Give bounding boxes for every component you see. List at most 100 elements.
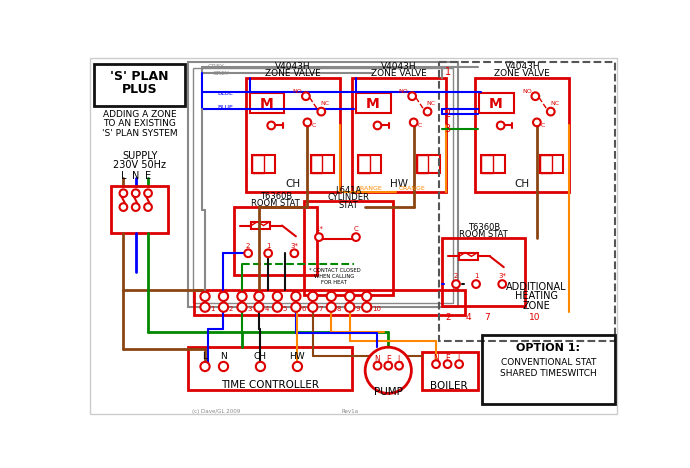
Text: 3*: 3* [290, 242, 298, 249]
Bar [94, 64, 185, 106]
Text: ROOM STAT: ROOM STAT [251, 199, 300, 209]
Text: 230V 50Hz: 230V 50Hz [113, 160, 166, 170]
Text: 1: 1 [474, 273, 478, 279]
Text: CYLINDER: CYLINDER [327, 193, 369, 202]
Text: OPTION 1:: OPTION 1: [516, 343, 580, 353]
Text: N: N [433, 353, 439, 363]
Text: CONVENTIONAL STAT: CONVENTIONAL STAT [501, 358, 596, 367]
Text: C: C [541, 123, 545, 128]
Text: 2: 2 [229, 306, 233, 312]
Circle shape [547, 108, 555, 116]
Text: 7: 7 [318, 306, 323, 312]
Text: 'S' PLAN SYSTEM: 'S' PLAN SYSTEM [101, 129, 177, 138]
Circle shape [268, 122, 275, 129]
Bar [422, 352, 477, 390]
Text: (c) Dave/GL 2009: (c) Dave/GL 2009 [192, 410, 240, 414]
Text: 4: 4 [466, 314, 471, 322]
Text: 1*: 1* [315, 227, 323, 233]
Text: HEATING: HEATING [515, 292, 558, 301]
Bar [252, 155, 275, 173]
Text: HW: HW [290, 352, 305, 361]
Text: 'S' PLAN: 'S' PLAN [110, 70, 169, 83]
Text: * CONTACT CLOSED: * CONTACT CLOSED [308, 268, 360, 273]
Circle shape [219, 292, 228, 301]
Text: ORANGE: ORANGE [399, 186, 426, 191]
Text: 1: 1 [266, 242, 270, 249]
Circle shape [472, 280, 480, 288]
Text: PLUS: PLUS [121, 83, 157, 96]
Bar [482, 155, 493, 173]
Text: 10: 10 [372, 306, 381, 312]
Bar [417, 155, 428, 173]
Text: E: E [386, 355, 391, 364]
Text: BLUE: BLUE [217, 91, 233, 95]
Text: L641A: L641A [335, 186, 362, 195]
Text: GREY: GREY [207, 65, 224, 69]
Circle shape [533, 118, 541, 126]
Circle shape [200, 292, 210, 301]
Text: ZONE VALVE: ZONE VALVE [371, 69, 427, 78]
Bar [188, 62, 457, 307]
Text: ADDITIONAL: ADDITIONAL [506, 282, 566, 292]
Text: 2: 2 [246, 242, 250, 249]
Text: CH: CH [515, 179, 530, 189]
Text: T6360B: T6360B [259, 192, 292, 201]
Circle shape [317, 108, 325, 116]
Text: N: N [132, 170, 139, 181]
Circle shape [219, 362, 228, 371]
Text: TO AN EXISTING: TO AN EXISTING [103, 119, 176, 128]
Text: ZONE VALVE: ZONE VALVE [265, 69, 321, 78]
Text: BLUE: BLUE [217, 105, 233, 110]
Circle shape [290, 249, 298, 257]
Circle shape [256, 362, 265, 371]
Circle shape [432, 360, 440, 368]
Text: WHEN CALLING: WHEN CALLING [314, 274, 355, 279]
Text: ADDING A ZONE: ADDING A ZONE [103, 110, 177, 119]
Text: CH: CH [285, 179, 300, 189]
Text: 3: 3 [444, 124, 451, 134]
Text: 4: 4 [264, 306, 268, 312]
Bar [195, 290, 465, 315]
Bar [310, 155, 333, 173]
Text: 3: 3 [248, 306, 252, 312]
Text: TIME CONTROLLER: TIME CONTROLLER [221, 380, 319, 390]
Circle shape [365, 347, 411, 394]
Circle shape [302, 92, 310, 100]
Circle shape [374, 122, 382, 129]
Text: N: N [375, 355, 380, 364]
Circle shape [362, 292, 371, 301]
Text: 10: 10 [529, 314, 540, 322]
Circle shape [264, 249, 272, 257]
Circle shape [308, 292, 317, 301]
Bar [246, 78, 339, 192]
Bar [352, 78, 446, 192]
Text: C: C [417, 123, 422, 128]
Circle shape [237, 292, 246, 301]
Text: 2: 2 [446, 314, 451, 322]
Bar [417, 155, 440, 173]
Text: 6: 6 [302, 306, 306, 312]
Circle shape [531, 92, 539, 100]
Circle shape [395, 362, 403, 370]
Text: NO: NO [293, 89, 302, 94]
Circle shape [374, 362, 382, 370]
Circle shape [410, 118, 417, 126]
Circle shape [345, 292, 355, 301]
Circle shape [200, 302, 210, 312]
Circle shape [452, 280, 460, 288]
Text: L: L [203, 352, 208, 361]
Circle shape [444, 360, 451, 368]
Text: CH: CH [254, 352, 267, 361]
Text: C: C [311, 123, 316, 128]
Text: 1: 1 [444, 66, 451, 77]
Text: E: E [445, 353, 450, 363]
Text: M: M [259, 97, 273, 111]
Bar [252, 155, 264, 173]
Bar [188, 347, 352, 390]
Text: M: M [366, 97, 380, 111]
Circle shape [144, 203, 152, 211]
Circle shape [237, 302, 246, 312]
Text: 3*: 3* [498, 273, 506, 279]
Text: NC: NC [550, 101, 559, 106]
Text: E: E [145, 170, 151, 181]
